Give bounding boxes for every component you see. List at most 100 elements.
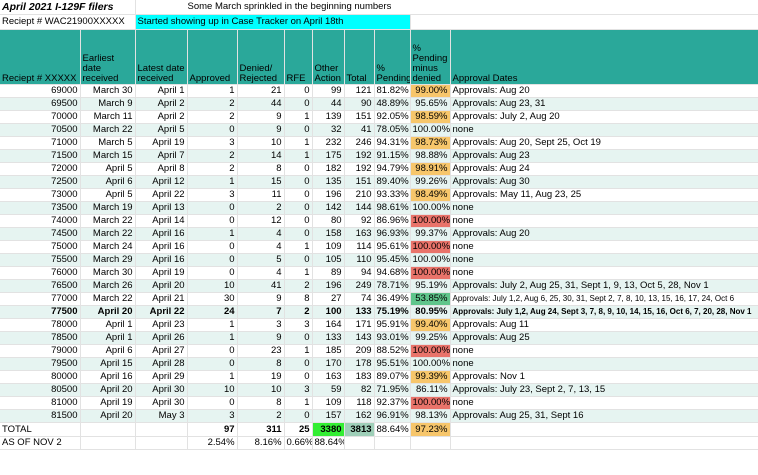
latest-cell[interactable]: April 5 <box>135 123 188 137</box>
other-cell[interactable]: 27 <box>312 292 345 306</box>
pct-minus-cell[interactable]: 99.37% <box>410 227 451 241</box>
denied-cell[interactable]: 5 <box>237 253 285 267</box>
pct-cell[interactable]: 75.19% <box>374 305 411 319</box>
pct-cell[interactable]: 94.79% <box>374 162 411 176</box>
receipt-cell[interactable]: 80500 <box>0 383 81 397</box>
pct-cell[interactable]: 71.95% <box>374 383 411 397</box>
cell[interactable] <box>410 436 451 450</box>
other-cell[interactable]: 185 <box>312 344 345 358</box>
earliest-cell[interactable]: March 19 <box>80 201 136 215</box>
cell[interactable] <box>450 422 758 437</box>
receipt-cell[interactable]: 77500 <box>0 305 81 319</box>
pct-cell[interactable]: 93.01% <box>374 331 411 345</box>
rfe-cell[interactable]: 0 <box>284 331 313 345</box>
other-cell[interactable]: 135 <box>312 175 345 189</box>
receipt-cell[interactable]: 71500 <box>0 149 81 163</box>
denied-cell[interactable]: 4 <box>237 240 285 254</box>
earliest-cell[interactable]: March 29 <box>80 253 136 267</box>
pct-cell[interactable]: 96.93% <box>374 227 411 241</box>
approved-cell[interactable]: 0 <box>187 240 238 254</box>
rfe-cell[interactable]: 0 <box>284 370 313 384</box>
other-cell[interactable]: 196 <box>312 188 345 202</box>
receipt-cell[interactable]: 75000 <box>0 240 81 254</box>
approval-dates-cell[interactable]: none <box>450 344 758 358</box>
empty-cell[interactable] <box>410 14 758 30</box>
earliest-cell[interactable]: March 22 <box>80 227 136 241</box>
total-cell[interactable]: 183 <box>344 370 375 384</box>
cell[interactable] <box>135 436 188 450</box>
receipt-cell[interactable]: 73000 <box>0 188 81 202</box>
latest-cell[interactable]: April 12 <box>135 175 188 189</box>
rfe-cell[interactable]: 0 <box>284 175 313 189</box>
approval-dates-cell[interactable]: Approvals: May 11, Aug 23, 25 <box>450 188 758 202</box>
denied-cell[interactable]: 9 <box>237 123 285 137</box>
approval-dates-cell[interactable]: none <box>450 201 758 215</box>
header-approval-dates[interactable]: Approval Dates <box>450 29 758 85</box>
pct-cell[interactable]: 36.49% <box>374 292 411 306</box>
total-cell[interactable]: 133 <box>344 305 375 319</box>
rfe-cell[interactable]: 1 <box>284 136 313 150</box>
pct-minus-cell[interactable]: 99.39% <box>410 370 451 384</box>
pct-minus-cell[interactable]: 98.91% <box>410 162 451 176</box>
latest-cell[interactable]: April 16 <box>135 227 188 241</box>
total-cell[interactable]: 121 <box>344 84 375 98</box>
pct-minus-cell[interactable]: 100.00% <box>410 396 451 410</box>
total-cell[interactable]: 249 <box>344 279 375 293</box>
receipt-prefix-cell[interactable]: Reciept # WAC21900XXXXX <box>0 14 136 30</box>
denied-cell[interactable]: 9 <box>237 331 285 345</box>
approval-dates-cell[interactable]: Approvals: Aug 23 <box>450 149 758 163</box>
case-tracker-note-cell[interactable]: Started showing up in Case Tracker on Ap… <box>135 14 411 30</box>
header-latest[interactable]: Latest date received <box>135 29 188 85</box>
rfe-cell[interactable]: 2 <box>284 305 313 319</box>
other-cell[interactable]: 232 <box>312 136 345 150</box>
approval-dates-cell[interactable]: Approvals: Aug 20 <box>450 227 758 241</box>
latest-cell[interactable]: May 3 <box>135 409 188 423</box>
pct-cell[interactable]: 93.33% <box>374 188 411 202</box>
approved-cell[interactable]: 1 <box>187 370 238 384</box>
earliest-cell[interactable]: March 30 <box>80 266 136 280</box>
denied-cell[interactable]: 9 <box>237 110 285 124</box>
approval-dates-cell[interactable]: Approvals: Aug 23, 31 <box>450 97 758 111</box>
pct-minus-cell[interactable]: 100.00% <box>410 266 451 280</box>
receipt-cell[interactable]: 76000 <box>0 266 81 280</box>
rfe-cell[interactable]: 0 <box>284 123 313 137</box>
other-cell[interactable]: 158 <box>312 227 345 241</box>
denied-cell[interactable]: 12 <box>237 214 285 228</box>
total-cell[interactable]: 151 <box>344 175 375 189</box>
latest-cell[interactable]: April 28 <box>135 357 188 371</box>
other-cell[interactable]: 164 <box>312 318 345 332</box>
sheet-title[interactable]: April 2021 I-129F filers <box>0 0 136 15</box>
approval-dates-cell[interactable]: Approvals: July 23, Sept 2, 7, 13, 15 <box>450 383 758 397</box>
total-cell[interactable]: 162 <box>344 409 375 423</box>
earliest-cell[interactable]: March 22 <box>80 214 136 228</box>
denied-cell[interactable]: 21 <box>237 84 285 98</box>
total-cell[interactable]: 41 <box>344 123 375 137</box>
rfe-cell[interactable]: 8 <box>284 292 313 306</box>
denied-cell[interactable]: 7 <box>237 305 285 319</box>
total-approved[interactable]: 97 <box>187 422 238 437</box>
approved-cell[interactable]: 3 <box>187 188 238 202</box>
other-cell[interactable]: 175 <box>312 149 345 163</box>
pct-cell[interactable]: 94.68% <box>374 266 411 280</box>
earliest-cell[interactable]: March 11 <box>80 110 136 124</box>
total-cell[interactable]: 143 <box>344 331 375 345</box>
total-cell[interactable]: 114 <box>344 240 375 254</box>
other-cell[interactable]: 105 <box>312 253 345 267</box>
receipt-cell[interactable]: 69500 <box>0 97 81 111</box>
denied-cell[interactable]: 8 <box>237 396 285 410</box>
total-cell[interactable]: 171 <box>344 318 375 332</box>
rfe-cell[interactable]: 1 <box>284 149 313 163</box>
other-cell[interactable]: 59 <box>312 383 345 397</box>
earliest-cell[interactable]: March 22 <box>80 292 136 306</box>
receipt-cell[interactable]: 70000 <box>0 110 81 124</box>
header-total[interactable]: Total <box>344 29 375 85</box>
latest-cell[interactable]: April 22 <box>135 305 188 319</box>
receipt-cell[interactable]: 76500 <box>0 279 81 293</box>
rfe-cell[interactable]: 0 <box>284 357 313 371</box>
approval-dates-cell[interactable]: Approvals: July 1,2, Aug 6, 25, 30, 31, … <box>450 292 758 306</box>
latest-cell[interactable]: April 8 <box>135 162 188 176</box>
pct-cell[interactable]: 92.37% <box>374 396 411 410</box>
earliest-cell[interactable]: April 16 <box>80 370 136 384</box>
other-cell[interactable]: 32 <box>312 123 345 137</box>
receipt-cell[interactable]: 72000 <box>0 162 81 176</box>
